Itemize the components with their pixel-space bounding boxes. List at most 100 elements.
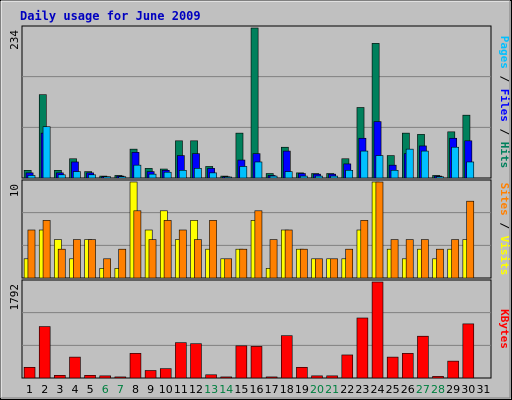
bar-sites-day-2 [42, 220, 51, 279]
legend-hits: Hits [498, 142, 511, 169]
bar-pages-day-20 [315, 175, 323, 179]
bar-kbytes-day-20 [311, 375, 323, 379]
bar-pages-day-17 [269, 175, 278, 179]
legend-files: Files [498, 89, 511, 122]
chart-title: Daily usage for June 2009 [20, 9, 201, 23]
bar-pages-day-16 [254, 161, 263, 179]
bar-kbytes-day-10 [159, 368, 172, 379]
bar-sites-day-14 [224, 258, 232, 279]
x-tick-label-day-18: 18 [280, 383, 294, 396]
bar-pages-day-11 [178, 170, 187, 179]
x-tick-label-day-26: 26 [401, 383, 415, 396]
bar-pages-day-1 [27, 175, 36, 179]
bar-sites-day-13 [209, 220, 217, 279]
bar-pages-day-14 [224, 176, 232, 179]
bar-kbytes-day-30 [462, 323, 475, 379]
legend-separator: / [498, 69, 511, 89]
bar-kbytes-day-25 [386, 356, 399, 379]
panel-max-label: 234 [8, 30, 21, 50]
panel-legend: KBytes [498, 309, 511, 349]
bar-pages-day-25 [390, 170, 399, 179]
bar-pages-day-26 [405, 148, 414, 179]
bar-pages-day-19 [299, 175, 308, 179]
bar-pages-day-24 [375, 155, 384, 179]
panel-hits-files-pages: 234 Pages / Files / Hits [8, 25, 511, 179]
bar-pages-day-13 [209, 172, 217, 179]
bar-kbytes-day-17 [265, 376, 278, 379]
bar-pages-day-5 [88, 174, 96, 179]
panel-visits-sites: 10 Sites / Visits [8, 179, 511, 279]
bar-pages-day-2 [42, 126, 51, 179]
bar-sites-day-22 [345, 248, 354, 279]
bar-pages-day-15 [239, 166, 248, 179]
bar-sites-day-23 [360, 220, 369, 279]
bar-kbytes-day-27 [417, 335, 429, 379]
x-tick-label-day-27: 27 [416, 383, 430, 396]
bar-kbytes-day-18 [281, 335, 293, 379]
x-tick-label-day-5: 5 [87, 383, 94, 396]
bar-kbytes-day-4 [69, 356, 81, 379]
bar-sites-day-10 [163, 220, 172, 279]
legend-kbytes: KBytes [498, 309, 511, 349]
bar-kbytes-day-19 [296, 366, 308, 379]
bar-kbytes-day-3 [54, 375, 66, 379]
bar-sites-day-1 [27, 229, 36, 279]
x-tick-label-day-4: 4 [71, 383, 78, 396]
bar-kbytes-day-2 [38, 326, 51, 379]
bar-pages-day-29 [451, 146, 459, 179]
bar-pages-day-3 [57, 174, 66, 179]
bar-sites-day-17 [269, 239, 278, 279]
bar-sites-day-3 [57, 248, 66, 279]
panel-max-label: 1792 [8, 284, 21, 311]
bar-kbytes-day-6 [99, 375, 111, 379]
bar-pages-day-28 [436, 176, 444, 179]
bar-sites-day-19 [299, 248, 308, 279]
x-tick-label-day-31: 31 [476, 383, 490, 396]
bar-kbytes-day-24 [371, 281, 384, 379]
bar-kbytes-day-23 [356, 317, 369, 379]
bar-sites-day-6 [103, 258, 111, 279]
x-axis-labels: 1 2 3 4 5 6 7 8 9 10 11 12 13 14 15 16 17 18 19 20 21 22 23 24 2… [26, 383, 490, 396]
bar-pages-day-6 [103, 176, 111, 179]
bar-kbytes-day-11 [175, 342, 187, 379]
bar-sites-day-26 [405, 239, 414, 279]
bar-sites-day-8 [133, 210, 142, 279]
bar-kbytes-day-15 [235, 345, 248, 379]
bar-kbytes-day-29 [447, 360, 459, 379]
bar-sites-day-5 [88, 239, 96, 279]
x-tick-label-day-13: 13 [204, 383, 218, 396]
bar-sites-day-16 [254, 210, 263, 279]
legend-separator: / [498, 122, 511, 142]
bar-sites-day-4 [73, 239, 81, 279]
legend-sites: Sites [498, 183, 511, 216]
legend-pages: Pages [498, 36, 511, 69]
bar-pages-day-18 [284, 171, 293, 179]
bar-sites-day-29 [451, 239, 459, 279]
x-tick-label-day-24: 24 [371, 383, 385, 396]
x-tick-label-day-28: 28 [431, 383, 445, 396]
bar-kbytes-day-16 [250, 346, 263, 379]
bar-kbytes-day-14 [220, 376, 232, 379]
bar-kbytes-day-26 [402, 353, 414, 379]
legend-separator: / [498, 216, 511, 236]
bar-sites-day-11 [178, 229, 187, 279]
legend-visits: Visits [498, 236, 511, 276]
bar-sites-day-25 [390, 239, 399, 279]
bar-sites-day-21 [330, 258, 338, 279]
x-tick-label-day-16: 16 [250, 383, 264, 396]
bar-kbytes-day-7 [114, 376, 127, 379]
panel-max-label: 10 [8, 184, 21, 197]
bar-pages-day-7 [118, 176, 127, 179]
x-tick-label-day-10: 10 [159, 383, 173, 396]
x-tick-label-day-6: 6 [102, 383, 109, 396]
bar-kbytes-day-21 [326, 375, 338, 379]
bar-kbytes-day-5 [84, 375, 96, 379]
bar-pages-day-21 [330, 175, 338, 179]
panel-kbytes: 1792 KBytes [8, 279, 511, 379]
x-tick-label-day-1: 1 [26, 383, 33, 396]
bar-pages-day-30 [466, 161, 475, 179]
bar-sites-day-30 [466, 200, 475, 279]
bar-sites-day-27 [420, 239, 429, 279]
